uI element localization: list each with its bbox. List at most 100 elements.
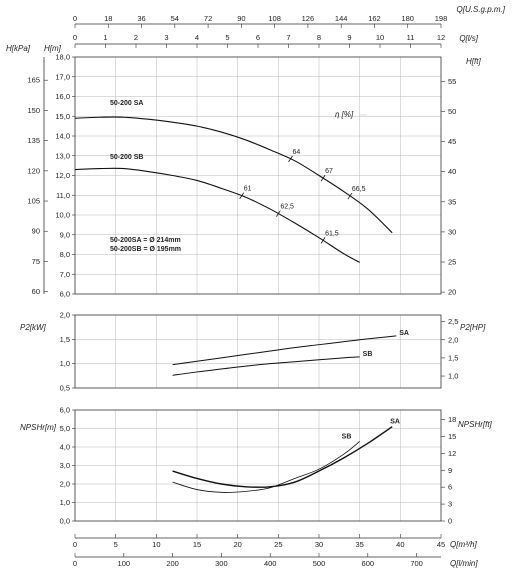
power-curve-sa [172, 335, 397, 366]
power-hp-label: P2[HP] [460, 323, 486, 332]
top-usgpm-tick-label: 162 [368, 14, 381, 23]
head-kpa-tick-label: 90 [32, 227, 40, 236]
head-kpa-tick-label: 165 [27, 76, 40, 85]
npsh-m-tick-label: 2,0 [60, 480, 70, 489]
npsh-ft-tick-label: 0 [448, 517, 452, 526]
bottom-lmin-tick-label: 700 [410, 559, 423, 568]
efficiency-mark [239, 192, 245, 199]
top-usgpm-tick-label: 36 [137, 14, 145, 23]
power-hp-tick-label: 2,0 [448, 335, 458, 344]
head-m-tick-label: 7,0 [60, 270, 70, 279]
top-ls-tick-label: 9 [347, 33, 351, 42]
head-m-tick-label: 13,0 [55, 151, 70, 160]
series-label-sa-head: 50-200 SA [110, 100, 143, 107]
head-kpa-tick-label: 105 [27, 197, 40, 206]
top-usgpm-tick-label: 126 [302, 14, 315, 23]
npsh-ft-tick-label: 9 [448, 466, 452, 475]
npsh-m-tick-label: 3,0 [60, 461, 70, 470]
top-ls-tick-label: 12 [437, 33, 445, 42]
efficiency-mark-label: 61 [244, 186, 252, 193]
head-m-tick-label: 15,0 [55, 112, 70, 121]
npsh-curve-sa [172, 426, 393, 488]
head-m-tick-label: 12,0 [55, 171, 70, 180]
top-ls-tick-label: 2 [134, 33, 138, 42]
head-ft-tick-label: 25 [448, 258, 456, 267]
bottom-m3h-label: Q[m³/h] [450, 540, 477, 549]
head-curve-sb [74, 167, 360, 263]
npsh-m-tick-label: 6,0 [60, 406, 70, 415]
head-m-tick-label: 14,0 [55, 132, 70, 141]
efficiency-mark [320, 174, 326, 182]
bottom-lmin-tick-label: 600 [362, 559, 375, 568]
bottom-lmin-tick-label: 300 [215, 559, 228, 568]
impeller-note-sb: 50-200SB = Ø 195mm [110, 246, 181, 253]
head-kpa-tick-label: 135 [27, 136, 40, 145]
efficiency-mark-label: 62,5 [280, 204, 294, 211]
head-kpa-tick-label: 150 [27, 106, 40, 115]
head-panel: 165 150 135 120 105 90 75 60 18,0 17,0 16,0 15,0 14… [6, 44, 481, 299]
top-ls-tick-label: 8 [317, 33, 321, 42]
top-ls-tick-label: 6 [256, 33, 260, 42]
series-label-sb-head: 50-200 SB [110, 154, 143, 161]
npsh-curve-sb [172, 441, 360, 493]
efficiency-mark-label: 67 [325, 168, 333, 175]
top-ls-tick-label: 3 [164, 33, 168, 42]
npsh-series-label: SB [342, 433, 352, 440]
bottom-m3h-tick-label: 10 [152, 540, 160, 549]
head-kpa-tick-label: 60 [32, 287, 40, 296]
top-ls-tick-label: 10 [376, 33, 384, 42]
head-m-tick-label: 17,0 [55, 72, 70, 81]
top-ls-tick-label: 1 [103, 33, 107, 42]
head-kpa-label: H[kPa] [6, 44, 31, 53]
top-usgpm-tick-label: 198 [435, 14, 448, 23]
head-ft-tick-label: 55 [448, 77, 456, 86]
npsh-ft-tick-label: 3 [448, 500, 452, 509]
head-kpa-tick-label: 75 [32, 257, 40, 266]
npsh-series-label: SA [390, 419, 400, 426]
efficiency-mark [320, 237, 326, 244]
head-ft-tick-label: 40 [448, 167, 456, 176]
top-ls-tick-label: 4 [195, 33, 199, 42]
head-m-label: H[m] [44, 44, 62, 53]
top-usgpm-tick-label: 144 [335, 14, 348, 23]
npsh-m-tick-label: 0,0 [60, 517, 70, 526]
npsh-m-tick-label: 4,0 [60, 443, 70, 452]
bottom-m3h-tick-label: 15 [193, 540, 201, 549]
top-usgpm-tick-label: 18 [104, 14, 112, 23]
efficiency-mark-label: 61,5 [325, 230, 339, 237]
npsh-m-label: NPSHr[m] [20, 423, 57, 432]
bottom-lmin-tick-label: 200 [166, 559, 179, 568]
top-ls-tick-label: 5 [225, 33, 229, 42]
power-kw-tick-label: 1,5 [60, 335, 70, 344]
npsh-m-tick-label: 1,0 [60, 498, 70, 507]
bottom-m3h-tick-label: 5 [114, 540, 118, 549]
power-hp-tick-label: 2,5 [448, 317, 458, 326]
top-usgpm-tick-label: 72 [204, 14, 212, 23]
power-hp-tick-label: 1,0 [448, 372, 458, 381]
power-kw-tick-label: 2,0 [60, 311, 70, 320]
top-usgpm-label: Q[U.S.g.p.m.] [457, 5, 506, 14]
top-ls-tick-label: 7 [286, 33, 290, 42]
power-series-label: SB [363, 351, 373, 358]
head-m-tick-label: 16,0 [55, 92, 70, 101]
head-m-tick-label: 11,0 [56, 191, 70, 200]
power-kw-label: P2[kW] [20, 323, 47, 332]
npsh-ft-tick-label: 15 [448, 432, 456, 441]
head-kpa-tick-label: 120 [27, 166, 40, 175]
efficiency-label: η [%] [335, 110, 354, 119]
bottom-m3h-tick-label: 45 [437, 540, 445, 549]
bottom-lmin-tick-label: 500 [313, 559, 326, 568]
npsh-ft-tick-label: 12 [448, 449, 456, 458]
bottom-lmin-label: Q[l/min] [450, 559, 478, 568]
head-m-tick-label: 18,0 [55, 53, 70, 62]
bottom-flow-axes: 0 5 10 15 20 25 30 35 40 45 0 100 200 300 400 500 600 70… [73, 534, 478, 568]
npsh-ft-tick-label: 6 [448, 483, 452, 492]
head-m-tick-label: 9,0 [60, 230, 70, 239]
head-ft-tick-label: 50 [448, 107, 456, 116]
npsh-panel: 6,0 5,0 4,0 3,0 2,0 1,0 0,0 18 15 12 9 6 3 0 NPSHr[m… [20, 406, 493, 526]
top-ls-tick-label: 0 [73, 33, 77, 42]
top-usgpm-tick-label: 54 [171, 14, 179, 23]
head-ft-tick-label: 45 [448, 137, 456, 146]
